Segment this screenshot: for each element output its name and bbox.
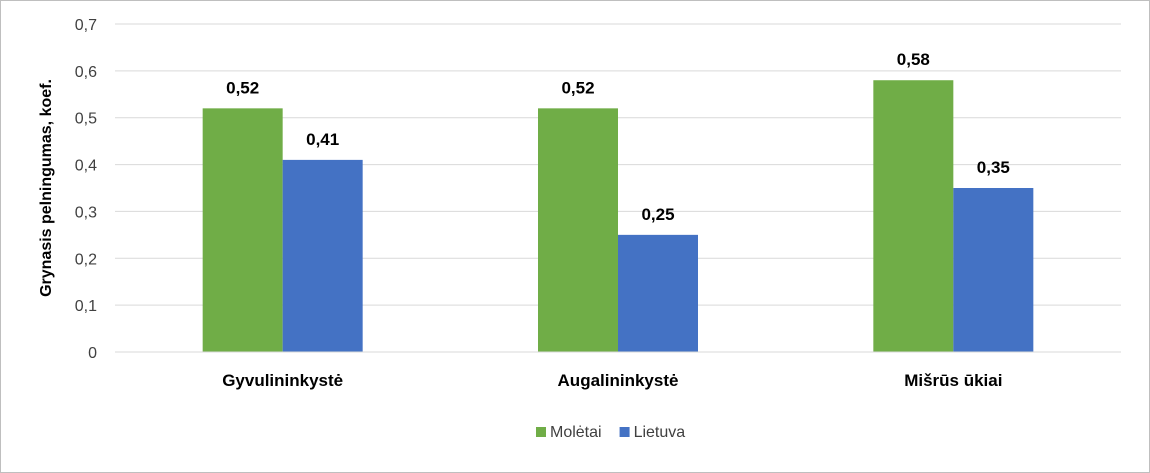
category-label: Gyvulininkystė bbox=[222, 371, 343, 390]
bar bbox=[873, 80, 954, 352]
data-label: 0,25 bbox=[641, 205, 674, 224]
data-label: 0,52 bbox=[561, 78, 594, 97]
bar bbox=[282, 159, 363, 352]
legend-label: Molėtai bbox=[550, 424, 602, 441]
legend-swatch bbox=[619, 427, 630, 437]
y-tick-label: 0,7 bbox=[75, 17, 97, 34]
bar bbox=[538, 108, 618, 352]
bars bbox=[202, 80, 1034, 352]
y-tick-label: 0,6 bbox=[75, 64, 97, 81]
data-label: 0,35 bbox=[977, 158, 1010, 177]
bar bbox=[953, 188, 1034, 352]
y-axis-ticks: 0 0,1 0,2 0,3 0,4 0,5 0,6 0,7 bbox=[75, 17, 97, 362]
x-axis-categories: Gyvulininkystė Augalininkystė Mišrūs ūkiai bbox=[222, 371, 1002, 390]
bar bbox=[202, 108, 283, 352]
data-label: 0,41 bbox=[306, 130, 339, 149]
data-label: 0,58 bbox=[897, 50, 930, 69]
category-label: Augalininkystė bbox=[558, 371, 679, 390]
data-labels: 0,52 0,41 0,52 0,25 0,58 0,35 bbox=[226, 50, 1010, 224]
legend-label: Lietuva bbox=[634, 424, 686, 441]
y-tick-label: 0,3 bbox=[75, 204, 97, 221]
y-tick-label: 0,1 bbox=[75, 298, 97, 315]
legend: Molėtai Lietuva bbox=[536, 424, 685, 441]
y-tick-label: 0,2 bbox=[75, 251, 97, 268]
category-label: Mišrūs ūkiai bbox=[904, 371, 1002, 390]
y-tick-label: 0 bbox=[88, 345, 97, 362]
legend-swatch bbox=[536, 427, 546, 437]
y-tick-label: 0,5 bbox=[75, 111, 97, 128]
y-tick-label: 0,4 bbox=[75, 158, 97, 175]
data-label: 0,52 bbox=[226, 78, 259, 97]
y-axis-label: Grynasis pelningumas, koef. bbox=[38, 79, 55, 297]
bar bbox=[618, 234, 698, 352]
